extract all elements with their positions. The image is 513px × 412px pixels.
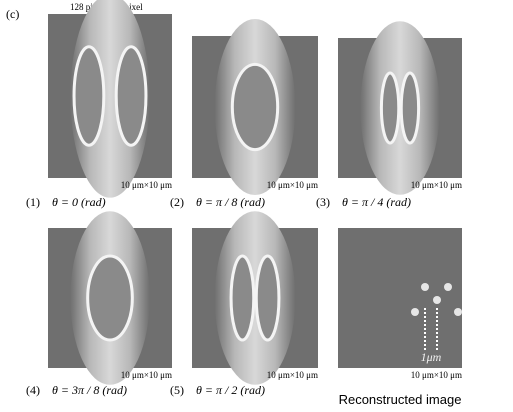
scale-label: 10 μm×10 μm bbox=[267, 180, 318, 190]
panel-title: Reconstructed image bbox=[339, 392, 462, 407]
panel-caption: θ = π / 4 (rad) bbox=[342, 195, 411, 209]
scale-label: 10 μm×10 μm bbox=[411, 180, 462, 190]
scale-label: 10 μm×10 μm bbox=[121, 370, 172, 380]
intensity-ring bbox=[88, 256, 133, 340]
panel-number: (4) bbox=[26, 383, 40, 397]
panel-caption: θ = 3π / 8 (rad) bbox=[52, 383, 127, 397]
figure: (c) 128 pixel×128 pixel 10 μm×10 μm(1)θ … bbox=[0, 0, 513, 412]
intensity-ring bbox=[401, 73, 418, 143]
scale-bar-label: 1μm bbox=[421, 350, 442, 364]
panel-caption: θ = π / 8 (rad) bbox=[196, 195, 265, 209]
panel-number: (1) bbox=[26, 195, 40, 209]
scale-label: 10 μm×10 μm bbox=[411, 370, 462, 380]
spot bbox=[454, 308, 462, 316]
spot bbox=[433, 296, 441, 304]
intensity-ring bbox=[116, 47, 146, 145]
scale-label: 10 μm×10 μm bbox=[267, 370, 318, 380]
scale-label: 10 μm×10 μm bbox=[121, 180, 172, 190]
spot bbox=[444, 283, 452, 291]
intensity-ring bbox=[231, 256, 254, 340]
panel-number: (3) bbox=[316, 195, 330, 209]
spot bbox=[421, 283, 429, 291]
spot bbox=[411, 308, 419, 316]
panel-number: (2) bbox=[170, 195, 184, 209]
panel-background bbox=[338, 228, 462, 368]
panel-caption: θ = π / 2 (rad) bbox=[196, 383, 265, 397]
intensity-ring bbox=[74, 47, 104, 145]
intensity-ring bbox=[232, 64, 277, 149]
figure-label: (c) bbox=[6, 7, 19, 21]
intensity-ring bbox=[381, 73, 398, 143]
panel-caption: θ = 0 (rad) bbox=[52, 195, 106, 209]
intensity-ring bbox=[256, 256, 279, 340]
panel-number: (5) bbox=[170, 383, 184, 397]
